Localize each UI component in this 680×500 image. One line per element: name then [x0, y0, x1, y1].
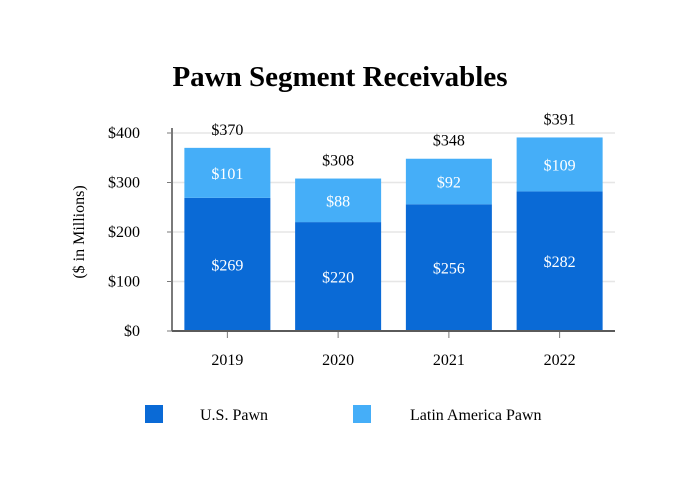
legend: U.S. Pawn Latin America Pawn	[145, 405, 542, 424]
x-tick-label: 2019	[211, 352, 243, 369]
bar-segment-label: $269	[211, 257, 243, 274]
y-axis-label: ($ in Millions)	[71, 185, 88, 278]
x-tick-label: 2020	[322, 352, 354, 369]
bar-total-label: $370	[211, 122, 243, 139]
bars: $269 $101 $370 $220 $88 $308 $256 $92 $348 $282 $1…	[184, 111, 603, 331]
bar-total-label: $348	[433, 133, 465, 150]
bar-latin-america-pawn	[516, 137, 603, 192]
bar-us-pawn	[295, 222, 382, 331]
y-tick-label: $300	[108, 175, 140, 192]
bar-segment-label: $92	[437, 175, 461, 192]
legend-swatch-us-pawn	[145, 405, 163, 423]
axes: $0 $100 $200 $300 $400 2019 2020 2021 2022	[108, 125, 615, 369]
y-tick-label: $400	[108, 125, 140, 142]
chart-title: Pawn Segment Receivables	[172, 61, 507, 93]
bar-segment-label: $88	[326, 193, 350, 210]
bar-segment-label: $282	[544, 254, 576, 271]
legend-label-us-pawn: U.S. Pawn	[200, 407, 268, 424]
bar-us-pawn	[516, 191, 603, 331]
bar-latin-america-pawn	[405, 158, 492, 205]
bar-us-pawn	[405, 204, 492, 331]
bar-total-label: $308	[322, 153, 354, 170]
x-tick-label: 2022	[544, 352, 576, 369]
bar-us-pawn	[184, 197, 271, 331]
y-tick-label: $200	[108, 224, 140, 241]
x-tick-label: 2021	[433, 352, 465, 369]
bar-total-label: $391	[544, 111, 576, 128]
legend-swatch-latin-america-pawn	[353, 405, 371, 423]
bar-segment-label: $101	[211, 166, 243, 183]
y-tick-label: $0	[124, 323, 140, 340]
bar-segment-label: $256	[433, 261, 465, 278]
bar-segment-label: $220	[322, 270, 354, 287]
bar-latin-america-pawn	[295, 178, 382, 223]
y-tick-label: $100	[108, 274, 140, 291]
bar-segment-label: $109	[544, 157, 576, 174]
legend-label-latin-america-pawn: Latin America Pawn	[410, 407, 542, 424]
bar-latin-america-pawn	[184, 147, 271, 198]
